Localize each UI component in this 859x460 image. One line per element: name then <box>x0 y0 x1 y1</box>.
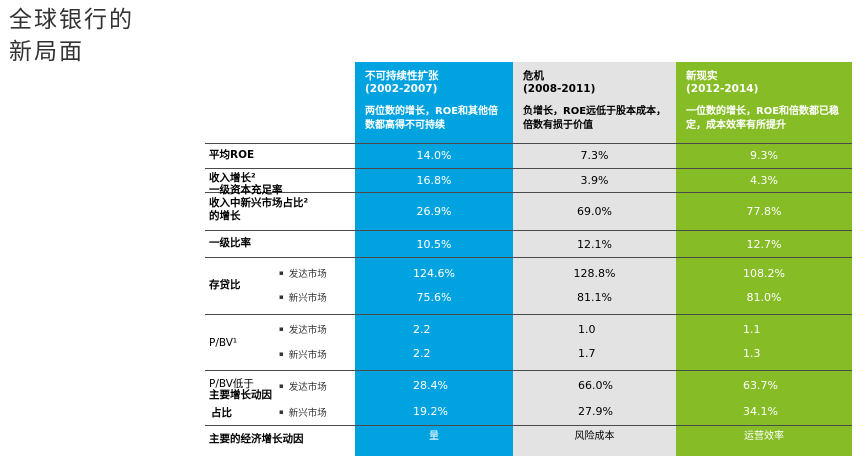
cell-value: 34.1% <box>743 405 778 418</box>
cell-value: 1.3 <box>743 347 761 360</box>
cell-value: 风险成本 <box>574 431 615 442</box>
column-header: 不可持续性扩张 (2002-2007) 两位数的增长，ROE和其他倍数都高得不可… <box>365 70 505 133</box>
column-period: (2002-2007) <box>365 83 438 95</box>
cell-value: 69.0% <box>577 205 612 218</box>
cell-value: 14.0% <box>416 149 452 162</box>
row-label-economic-growth-driver: 主要的经济增长动因 <box>209 433 304 445</box>
row-label-main-growth-driver: 主要增长动因 <box>209 389 272 401</box>
column-title: 不可持续性扩张 <box>365 70 439 82</box>
cell-value: 66.0% <box>578 379 613 392</box>
row-label-pbv: P/BV¹ <box>209 337 238 349</box>
column-period: (2012-2014) <box>686 83 759 95</box>
cell-value: 63.7% <box>743 379 778 392</box>
cell-value: 量 <box>429 431 439 442</box>
row-label-line: 的增长 <box>209 210 241 222</box>
row-divider <box>205 370 852 371</box>
cell-value: 2.2 <box>413 323 431 336</box>
cell-value: 12.1% <box>577 238 612 251</box>
cell-value: 7.3% <box>580 149 609 162</box>
row-divider <box>205 168 852 169</box>
cell-value: 1.7 <box>578 347 596 360</box>
cell-value: 108.2% <box>743 267 785 280</box>
cell-value: 3.9% <box>580 174 609 187</box>
column-title: 危机 <box>523 70 544 82</box>
column-unsustainable-expansion: 不可持续性扩张 (2002-2007) 两位数的增长，ROE和其他倍数都高得不可… <box>355 62 513 456</box>
row-label-share: 占比 <box>211 407 232 419</box>
cell-value: 28.4% <box>413 379 448 392</box>
cell-value: 81.0% <box>746 291 782 304</box>
column-period: (2008-2011) <box>523 83 596 95</box>
cell-value: 运营效率 <box>744 431 784 442</box>
row-label-revenue-growth: 收入增长² <box>209 172 256 184</box>
sub-label-developed: 发达市场 <box>279 323 327 337</box>
row-divider <box>205 425 852 426</box>
title-line-2: 新局面 <box>9 39 84 65</box>
cell-value: 75.6% <box>416 291 452 304</box>
cell-value: 4.3% <box>750 174 778 187</box>
cell-value: 9.3% <box>750 149 778 162</box>
row-divider <box>205 192 852 193</box>
sub-label-emerging: 新兴市场 <box>279 348 327 362</box>
title-line-1: 全球银行的 <box>9 7 134 33</box>
row-label-tier1-capital-overlap: 一级资本充足率 <box>209 184 283 196</box>
sub-label-developed: 发达市场 <box>279 380 327 394</box>
column-title: 新现实 <box>686 70 718 82</box>
cell-value: 128.8% <box>573 267 616 280</box>
row-label-line: 收入中新兴市场占比² <box>209 197 309 209</box>
cell-value: 26.9% <box>416 205 452 218</box>
row-divider <box>205 230 852 231</box>
column-header: 新现实 (2012-2014) 一位数的增长，ROE和倍数都已稳定，成本效率有所… <box>686 70 844 133</box>
cell-value: 10.5% <box>416 238 452 251</box>
row-divider <box>205 257 852 258</box>
column-new-reality: 新现实 (2012-2014) 一位数的增长，ROE和倍数都已稳定，成本效率有所… <box>676 62 852 456</box>
page-title: 全球银行的 新局面 <box>9 4 134 68</box>
row-label-emerging-share: 收入中新兴市场占比² 的增长 <box>209 197 308 223</box>
column-header: 危机 (2008-2011) 负增长，ROE远低于股本成本，倍数有损于价值 <box>523 70 668 133</box>
column-description: 负增长，ROE远低于股本成本，倍数有损于价值 <box>523 106 667 131</box>
row-divider <box>205 314 852 315</box>
sub-label-developed: 发达市场 <box>279 267 327 281</box>
cell-value: 81.1% <box>577 291 612 304</box>
row-label-pbv-below: P/BV低于 <box>209 378 254 390</box>
cell-value: 12.7% <box>746 238 782 251</box>
cell-value: 1.1 <box>743 323 761 336</box>
cell-value: 77.8% <box>746 205 782 218</box>
cell-value: 124.6% <box>413 267 455 280</box>
row-label-tier1-ratio: 一级比率 <box>209 237 251 249</box>
row-label-avg-roe: 平均ROE <box>209 149 255 161</box>
cell-value: 19.2% <box>413 405 448 418</box>
column-crisis: 危机 (2008-2011) 负增长，ROE远低于股本成本，倍数有损于价值 <box>513 62 676 456</box>
column-description: 一位数的增长，ROE和倍数都已稳定，成本效率有所提升 <box>686 106 840 131</box>
row-label-loan-deposit-ratio: 存贷比 <box>209 279 241 291</box>
sub-label-emerging: 新兴市场 <box>279 291 327 305</box>
cell-value: 27.9% <box>578 405 613 418</box>
cell-value: 16.8% <box>416 174 452 187</box>
sub-label-emerging: 新兴市场 <box>279 406 327 420</box>
cell-value: 1.0 <box>578 323 596 336</box>
column-description: 两位数的增长，ROE和其他倍数都高得不可持续 <box>365 106 499 131</box>
row-divider <box>205 143 852 144</box>
cell-value: 2.2 <box>413 347 431 360</box>
